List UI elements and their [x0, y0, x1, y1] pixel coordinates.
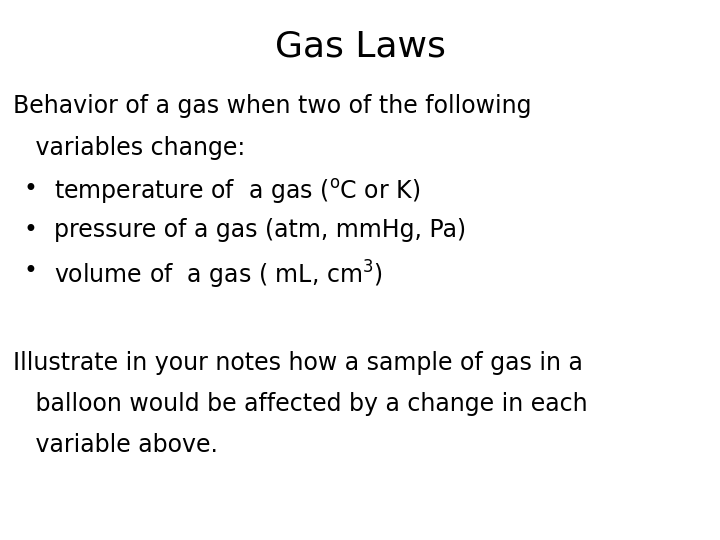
Text: temperature of  a gas ($^{\mathregular{o}}$C or K): temperature of a gas ($^{\mathregular{o}… [54, 177, 420, 206]
Text: Behavior of a gas when two of the following: Behavior of a gas when two of the follow… [13, 94, 531, 118]
Text: •: • [23, 177, 37, 201]
Text: •: • [23, 259, 37, 283]
Text: balloon would be affected by a change in each: balloon would be affected by a change in… [13, 392, 588, 416]
Text: variables change:: variables change: [13, 136, 246, 160]
Text: Illustrate in your notes how a sample of gas in a: Illustrate in your notes how a sample of… [13, 351, 582, 375]
Text: Gas Laws: Gas Laws [274, 30, 446, 64]
Text: volume of  a gas ( mL, cm$^{\mathregular{3}}$): volume of a gas ( mL, cm$^{\mathregular{… [54, 259, 382, 292]
Text: variable above.: variable above. [13, 433, 218, 457]
Text: •: • [23, 218, 37, 242]
Text: pressure of a gas (atm, mmHg, Pa): pressure of a gas (atm, mmHg, Pa) [54, 218, 466, 242]
